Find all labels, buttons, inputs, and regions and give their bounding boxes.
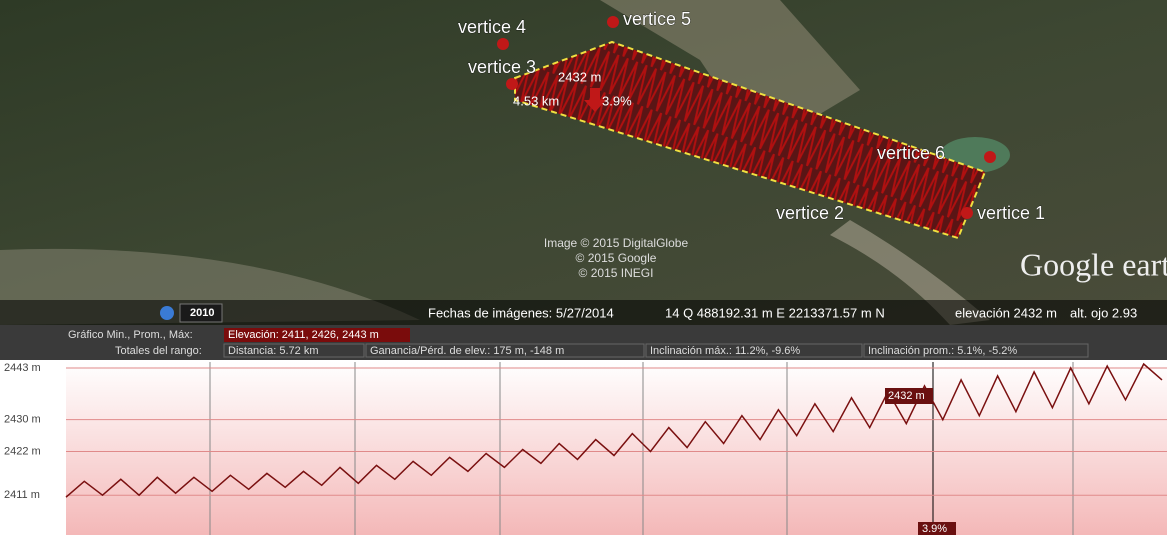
eye-alt: alt. ojo 2.93	[1070, 305, 1137, 320]
year: 2010	[190, 307, 214, 319]
y-tick-label: 2443 m	[4, 362, 41, 374]
vertex-label: vertice 2	[776, 203, 844, 223]
area-outline	[514, 40, 987, 240]
history-icon[interactable]	[160, 306, 174, 320]
vertex-label: vertice 3	[468, 57, 536, 77]
avg-slope: Inclinación prom.: 5.1%, -5.2%	[868, 345, 1017, 357]
gain-loss: Ganancia/Pérd. de elev.: 175 m, -148 m	[370, 345, 564, 357]
cursor-slope-box	[918, 522, 956, 535]
attribution: Image © 2015 DigitalGlobe	[544, 236, 689, 250]
elevation: elevación 2432 m	[955, 305, 1057, 320]
distance: Distancia: 5.72 km	[228, 345, 318, 357]
y-tick-label: 2422 m	[4, 445, 41, 457]
vertex-label: vertice 5	[623, 9, 691, 29]
y-tick-label: 2430 m	[4, 414, 41, 426]
max-slope: Inclinación máx.: 11.2%, -9.6%	[650, 345, 800, 357]
elevation-line	[65, 362, 1163, 498]
image-date: Fechas de imágenes: 5/27/2014	[428, 305, 614, 320]
attribution: © 2015 Google	[576, 251, 657, 265]
graph-label: Gráfico Min., Prom., Máx:	[68, 329, 193, 341]
measure-slope: 3.9%	[602, 93, 632, 108]
totals-label: Totales del rango:	[115, 345, 202, 357]
cursor-elevation: 2432 m	[888, 390, 925, 402]
measure-distance: 4.53 km	[513, 93, 559, 108]
measure-elevation: 2432 m	[558, 69, 601, 84]
year-box[interactable]	[179, 303, 223, 323]
v-grid	[209, 362, 1074, 535]
road	[830, 220, 990, 325]
cursor-label-box	[885, 388, 933, 404]
plot-area	[66, 362, 1167, 535]
pushpins	[497, 16, 996, 219]
y-tick-label: 2411 m	[4, 489, 40, 501]
vertex-label: vertice 6	[877, 143, 945, 163]
vertex-label: vertice 1	[977, 203, 1045, 223]
logo: Google earth	[1020, 246, 1167, 282]
profile-header	[0, 325, 1167, 360]
vertex-label: vertice 4	[458, 17, 526, 37]
cursor-slope: 3.9%	[922, 523, 947, 535]
attribution: © 2015 INEGI	[579, 266, 654, 280]
elevation-box	[224, 328, 410, 342]
elevation-summary: Elevación: 2411, 2426, 2443 m	[228, 329, 379, 341]
header-boxes	[223, 343, 1089, 358]
coords: 14 Q 488192.31 m E 2213371.57 m N	[665, 305, 885, 320]
